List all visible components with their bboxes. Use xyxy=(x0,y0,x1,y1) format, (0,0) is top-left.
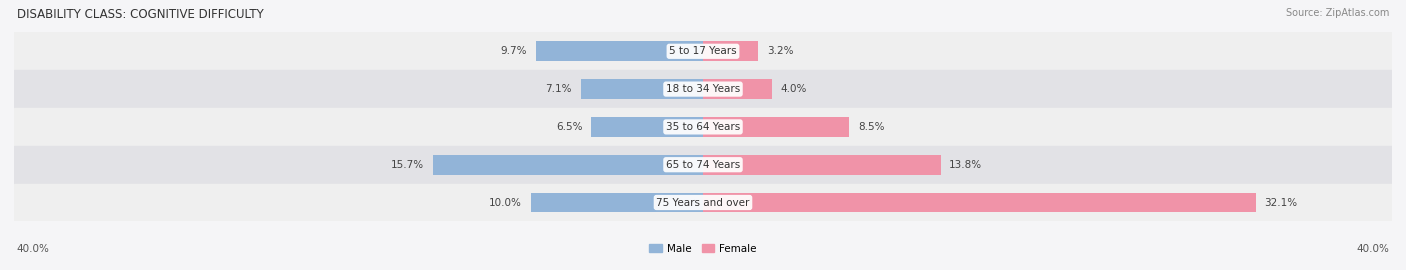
Text: 32.1%: 32.1% xyxy=(1264,197,1298,208)
Text: DISABILITY CLASS: COGNITIVE DIFFICULTY: DISABILITY CLASS: COGNITIVE DIFFICULTY xyxy=(17,8,263,21)
Text: 35 to 64 Years: 35 to 64 Years xyxy=(666,122,740,132)
Text: 9.7%: 9.7% xyxy=(501,46,527,56)
Text: 75 Years and over: 75 Years and over xyxy=(657,197,749,208)
Text: 18 to 34 Years: 18 to 34 Years xyxy=(666,84,740,94)
Text: 4.0%: 4.0% xyxy=(780,84,807,94)
Text: 7.1%: 7.1% xyxy=(546,84,572,94)
Bar xyxy=(703,193,1256,212)
Text: 5 to 17 Years: 5 to 17 Years xyxy=(669,46,737,56)
Bar xyxy=(703,117,849,137)
Text: 65 to 74 Years: 65 to 74 Years xyxy=(666,160,740,170)
Bar xyxy=(14,108,1392,146)
Bar xyxy=(581,79,703,99)
Text: 15.7%: 15.7% xyxy=(391,160,425,170)
Text: 6.5%: 6.5% xyxy=(555,122,582,132)
Bar xyxy=(531,193,703,212)
Bar xyxy=(14,184,1392,221)
Text: 40.0%: 40.0% xyxy=(1357,244,1389,254)
Text: Source: ZipAtlas.com: Source: ZipAtlas.com xyxy=(1285,8,1389,18)
Bar xyxy=(536,42,703,61)
Bar xyxy=(703,155,941,174)
Bar xyxy=(703,79,772,99)
Text: 8.5%: 8.5% xyxy=(858,122,884,132)
Text: 3.2%: 3.2% xyxy=(766,46,793,56)
Text: 10.0%: 10.0% xyxy=(489,197,522,208)
Bar xyxy=(14,70,1392,108)
Text: 40.0%: 40.0% xyxy=(17,244,49,254)
Bar xyxy=(703,42,758,61)
Bar xyxy=(14,146,1392,184)
Bar xyxy=(433,155,703,174)
Bar xyxy=(14,32,1392,70)
Legend: Male, Female: Male, Female xyxy=(645,239,761,258)
Text: 13.8%: 13.8% xyxy=(949,160,983,170)
Bar xyxy=(591,117,703,137)
